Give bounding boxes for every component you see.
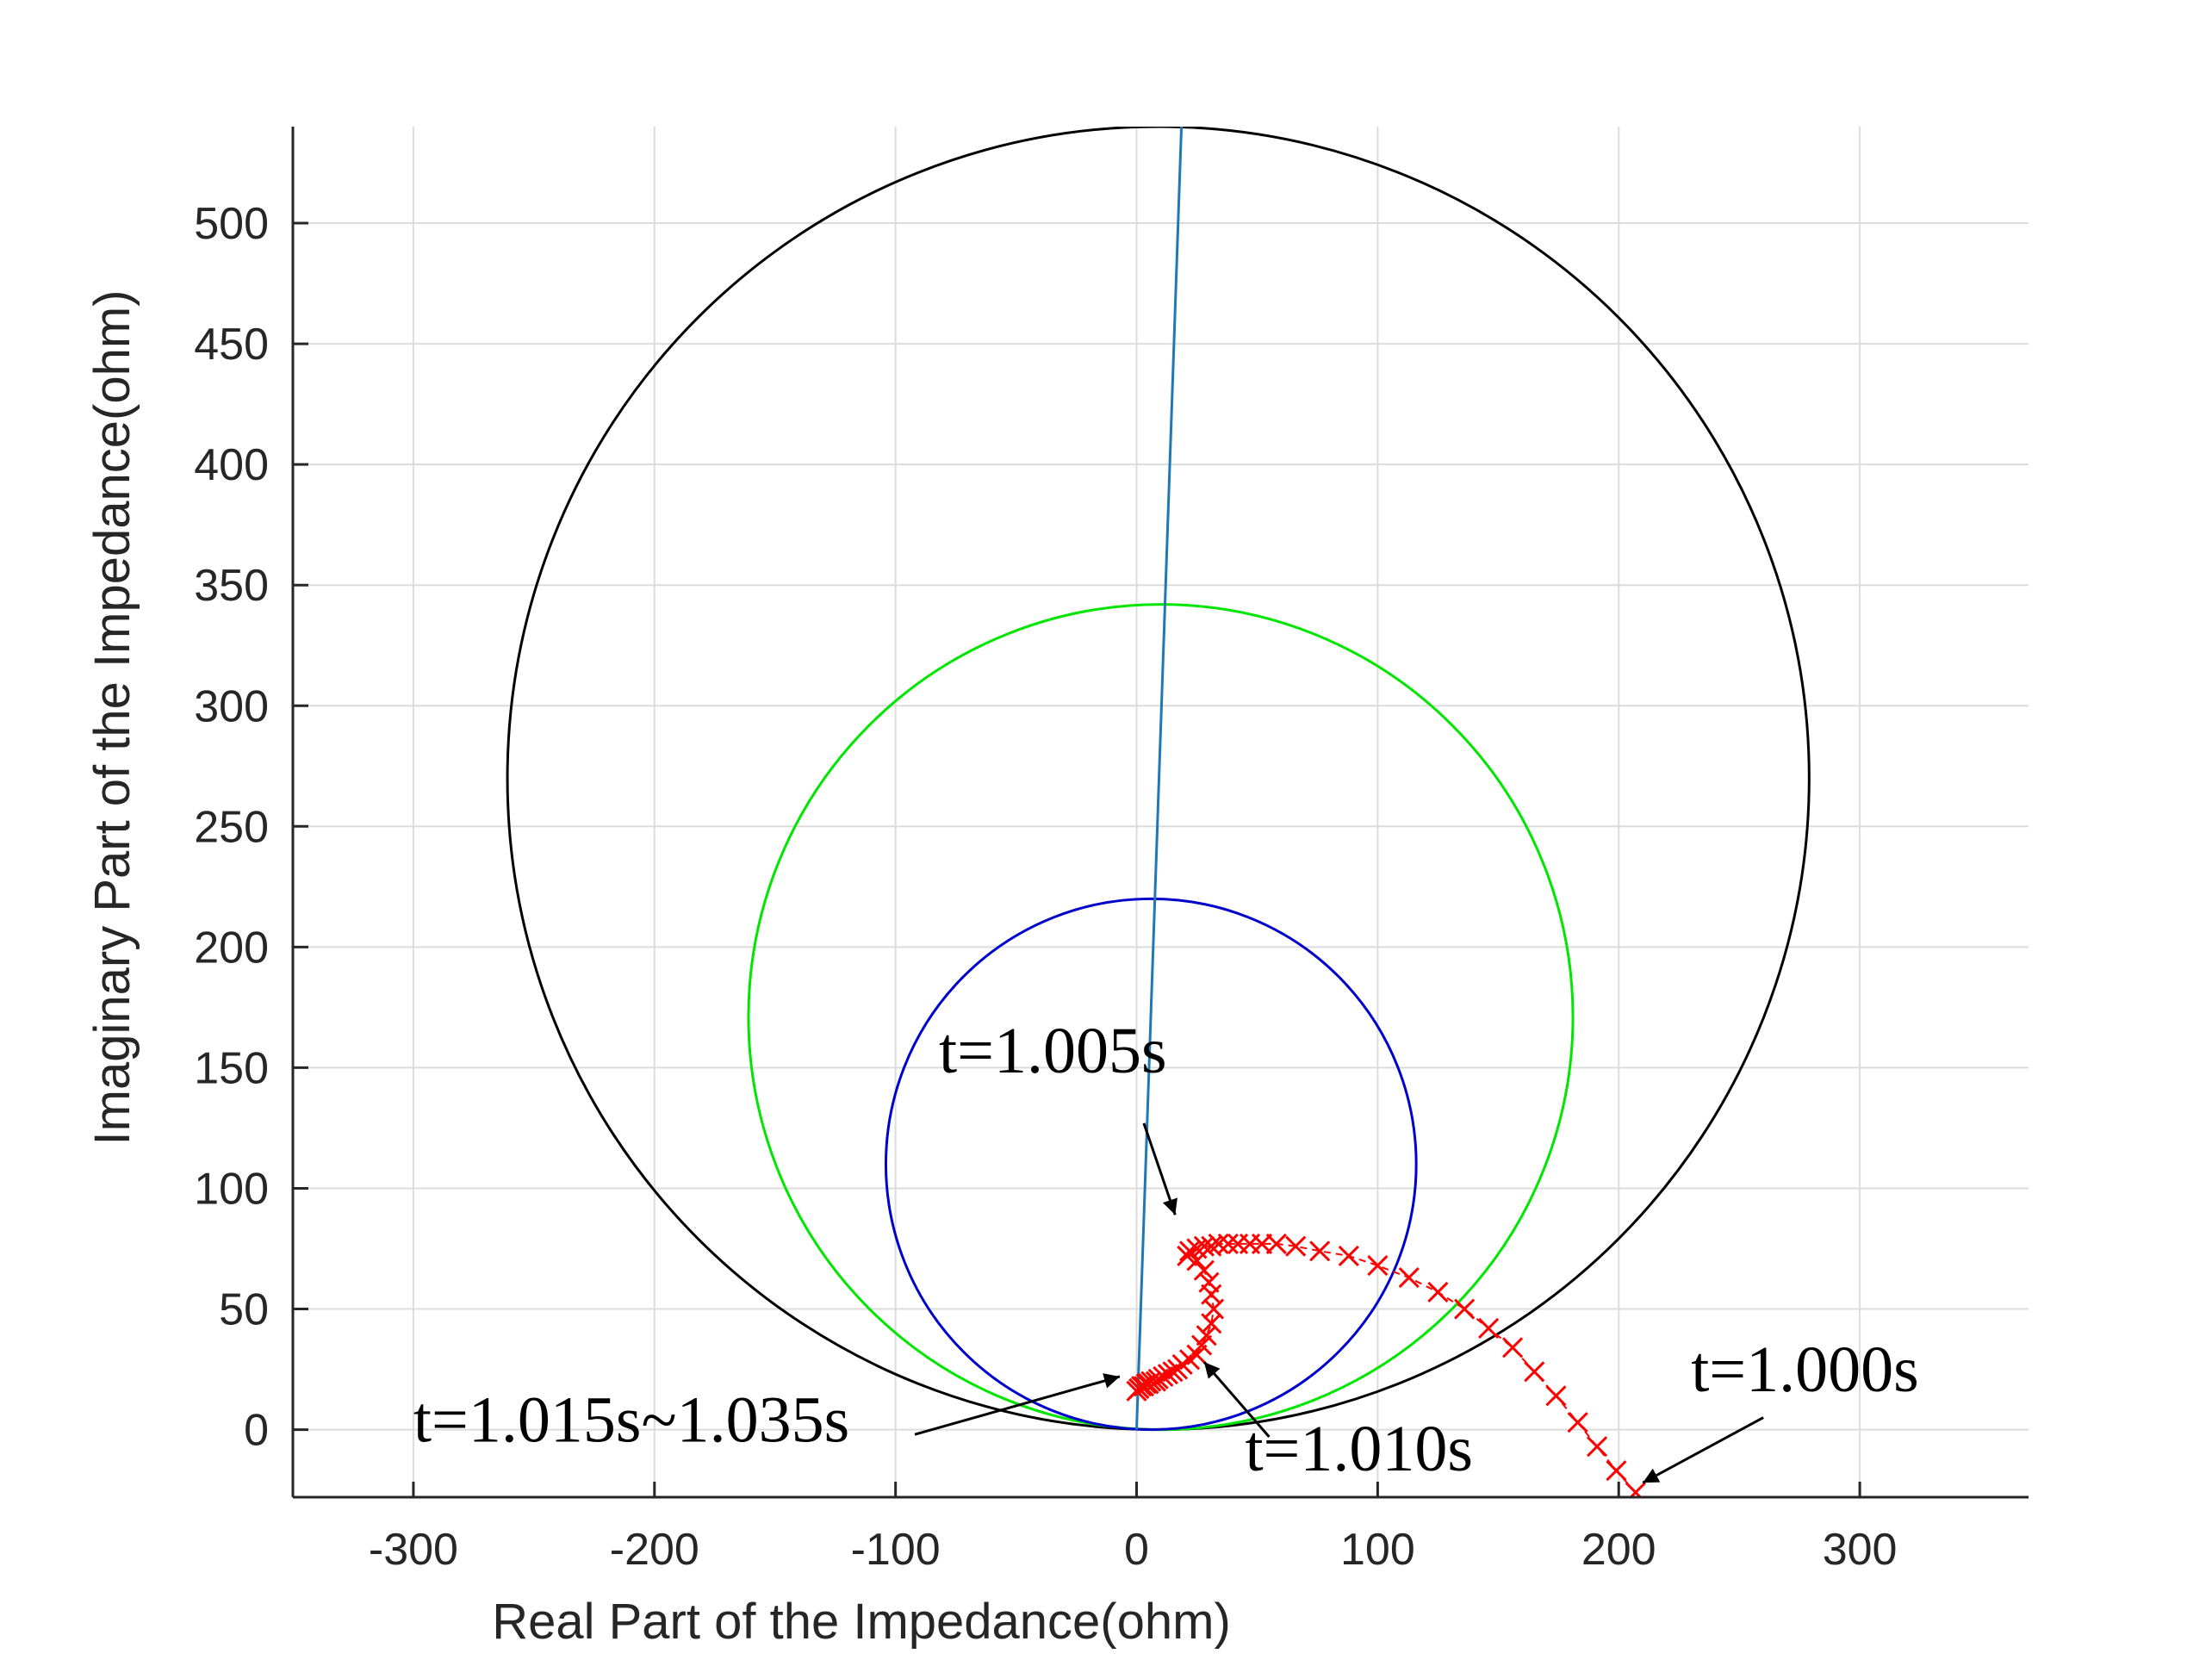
- trajectory-point: [1167, 1358, 1189, 1380]
- trajectory-point: [1198, 1271, 1220, 1293]
- y-tick-label: 50: [219, 1285, 269, 1335]
- y-tick-label: 450: [194, 320, 269, 370]
- annotation-arrow: [1642, 1416, 1764, 1484]
- y-tick-label: 100: [194, 1164, 269, 1214]
- trajectory-point: [1126, 1380, 1147, 1402]
- y-tick-label: 200: [194, 923, 269, 973]
- annotation-arrow: [1202, 1361, 1271, 1438]
- trajectory-point: [1162, 1361, 1184, 1383]
- trajectory-point: [1179, 1240, 1201, 1262]
- trajectory-point: [1193, 1235, 1215, 1257]
- trajectory-point: [1524, 1361, 1545, 1383]
- trajectory-point: [1191, 1334, 1213, 1356]
- trajectory-point: [1427, 1281, 1449, 1303]
- trajectory-point: [1227, 1233, 1249, 1254]
- trajectory-point: [1265, 1233, 1287, 1254]
- y-axis-label: Imaginary Part of the Impedance(ohm): [84, 290, 140, 1146]
- trajectory-point: [1217, 1233, 1239, 1254]
- trajectory-point: [1309, 1240, 1331, 1262]
- trajectory-point: [1285, 1235, 1307, 1257]
- y-tick-label: 150: [194, 1043, 269, 1093]
- annotation-label: t=1.005s: [939, 1015, 1167, 1087]
- plot-area: [506, 127, 1811, 1497]
- trajectory-point: [1196, 1325, 1217, 1346]
- x-axis-label: Real Part of the Impedance(ohm): [492, 1594, 1231, 1650]
- x-tick-label: 100: [1340, 1525, 1415, 1575]
- y-tick-label: 400: [194, 440, 269, 490]
- x-tick-label: 0: [1124, 1525, 1149, 1575]
- trajectory-point: [1367, 1255, 1389, 1277]
- y-tick-label: 0: [244, 1406, 269, 1456]
- x-tick-label: 300: [1823, 1525, 1898, 1575]
- y-tick-label: 300: [194, 681, 269, 731]
- grid-lines: [293, 127, 2029, 1497]
- trajectory-point: [1177, 1245, 1198, 1266]
- trajectory-point: [1606, 1460, 1627, 1482]
- annotation-arrow: [1142, 1122, 1177, 1215]
- trajectory-point: [1502, 1337, 1524, 1358]
- annotations: t=1.005s t=1.000s t=1.010s t=1.015s~1.035s: [413, 1015, 1919, 1485]
- trajectory-point: [1454, 1298, 1476, 1320]
- x-tick-label: -300: [369, 1525, 458, 1575]
- impedance-line: [1135, 127, 1184, 1430]
- trajectory-point: [1586, 1436, 1608, 1458]
- y-tick-label: 250: [194, 802, 269, 852]
- trajectory-point: [1338, 1245, 1359, 1266]
- annotation-label: t=1.010s: [1245, 1413, 1473, 1485]
- axes: -300 -200 -100 0 100 200 300 0 50 100 150 200 250 300…: [194, 127, 2029, 1575]
- circle-3: [884, 897, 1418, 1432]
- x-tick-label: 200: [1581, 1525, 1656, 1575]
- y-tick-label: 350: [194, 561, 269, 611]
- trajectory-point: [1201, 1313, 1222, 1334]
- trajectory-point: [1157, 1364, 1178, 1385]
- trajectory-point: [1186, 1250, 1208, 1271]
- annotation-label: t=1.015s~1.035s: [413, 1384, 849, 1457]
- y-tick-label: 500: [194, 199, 269, 249]
- trajectory-point: [1545, 1385, 1567, 1407]
- trajectory-point: [1567, 1412, 1588, 1433]
- x-tick-label: -100: [851, 1525, 941, 1575]
- trajectory-point: [1193, 1259, 1215, 1281]
- trajectory-point: [1625, 1482, 1646, 1497]
- trajectory-point: [1478, 1317, 1500, 1339]
- annotation-arrow: [914, 1373, 1121, 1436]
- annotation-label: t=1.000s: [1691, 1334, 1919, 1406]
- trajectory-point: [1398, 1267, 1420, 1289]
- trajectory-point: [1138, 1373, 1159, 1395]
- x-tick-label: -200: [610, 1525, 699, 1575]
